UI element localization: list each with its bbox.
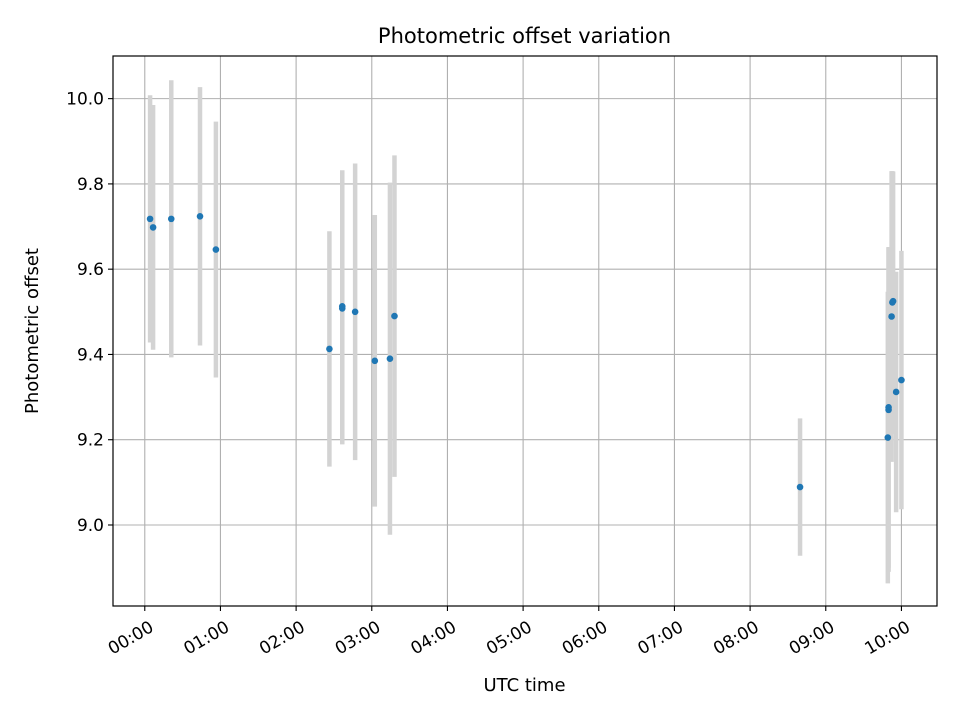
y-tick-label: 9.6 [77,260,104,280]
data-point [885,404,892,411]
data-points [146,213,905,491]
data-point [386,355,394,363]
chart-title: Photometric offset variation [378,24,671,48]
y-axis-label: Photometric offset [22,248,43,414]
data-point [212,246,220,253]
data-point [149,224,157,231]
x-axis-label: UTC time [483,675,565,696]
y-tick-label: 9.0 [77,516,104,536]
data-point [146,215,154,223]
data-point [167,215,175,223]
data-point [351,308,359,316]
y-tick-label: 10.0 [66,90,104,110]
data-point [889,297,897,305]
data-point [888,313,895,320]
data-point [898,376,905,384]
data-point [884,434,892,441]
data-point [892,388,900,396]
data-point [338,302,346,310]
y-tick-label: 9.8 [77,175,104,195]
plot-frame [112,55,938,607]
data-point [196,213,204,220]
data-point [391,312,398,320]
y-tick-label: 9.2 [77,431,104,451]
data-point [326,345,333,353]
data-point [796,483,804,491]
y-tick-label: 9.4 [77,345,104,365]
data-point [371,357,379,365]
